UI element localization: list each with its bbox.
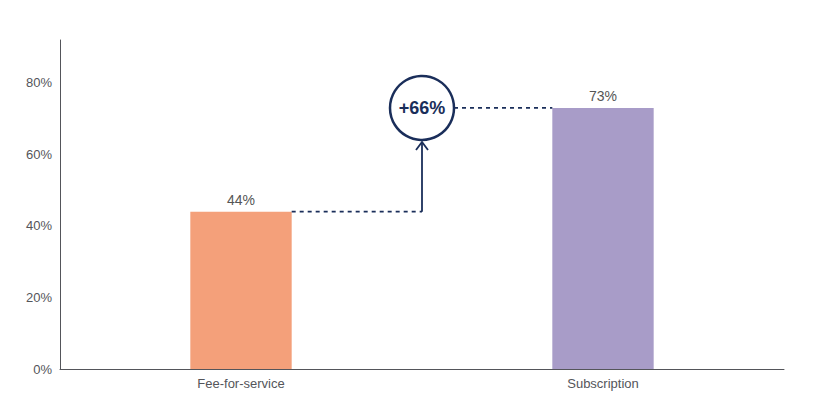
svg-text:0%: 0% — [33, 362, 52, 377]
svg-text:40%: 40% — [26, 218, 52, 233]
svg-text:Fee-for-service: Fee-for-service — [197, 376, 284, 391]
svg-text:+66%: +66% — [399, 98, 446, 118]
svg-text:Subscription: Subscription — [567, 376, 639, 391]
svg-text:44%: 44% — [227, 192, 255, 208]
svg-text:20%: 20% — [26, 290, 52, 305]
svg-text:60%: 60% — [26, 147, 52, 162]
svg-text:73%: 73% — [589, 88, 617, 104]
svg-text:80%: 80% — [26, 75, 52, 90]
